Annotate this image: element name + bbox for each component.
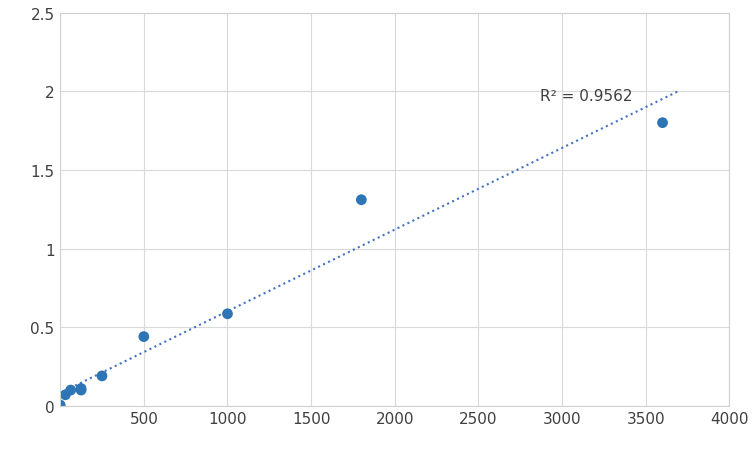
Point: [54, 401, 66, 409]
Text: R² = 0.9562: R² = 0.9562: [541, 89, 633, 104]
Point: [221, 310, 233, 318]
Point: [59, 391, 71, 399]
Point: [656, 120, 669, 127]
Point: [65, 387, 77, 394]
Point: [75, 387, 87, 394]
Point: [355, 197, 367, 204]
Point: [138, 333, 150, 341]
Point: [75, 385, 87, 392]
Point: [96, 373, 108, 380]
